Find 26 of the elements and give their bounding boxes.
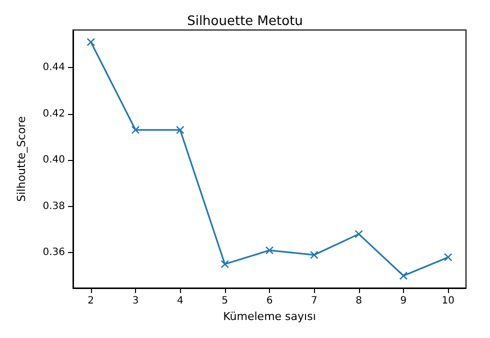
point — [220, 260, 229, 268]
y-tick-label: 0.36 — [42, 247, 65, 258]
x-tick-label: 8 — [356, 296, 362, 306]
point — [86, 38, 96, 46]
point — [310, 250, 318, 260]
x-axis-title: Kümeleme sayısı — [223, 310, 316, 323]
x-tick-label: 2 — [88, 296, 94, 306]
point — [131, 126, 140, 134]
x-tick-label: 10 — [442, 296, 455, 306]
point — [444, 253, 452, 262]
y-axis-title: Silhoutte_Score — [15, 116, 28, 202]
point — [265, 246, 274, 254]
x-tick-label: 5 — [222, 296, 228, 306]
x-tick-label: 4 — [176, 296, 184, 306]
point — [399, 272, 408, 280]
y-tick-label: 0.44 — [42, 62, 65, 73]
y-tick-label: 0.38 — [42, 200, 65, 212]
chart-title: Silhouette Metotu — [187, 14, 303, 29]
point — [176, 126, 184, 134]
x-tick-label: 3 — [132, 296, 139, 306]
y-tick-label: 0.40 — [42, 154, 65, 166]
x-tick-label: 6 — [266, 296, 273, 306]
x-tick-label: 7 — [310, 296, 318, 306]
point — [354, 230, 363, 238]
y-tick-label: 0.42 — [42, 108, 65, 120]
x-tick-label: 9 — [400, 296, 407, 306]
